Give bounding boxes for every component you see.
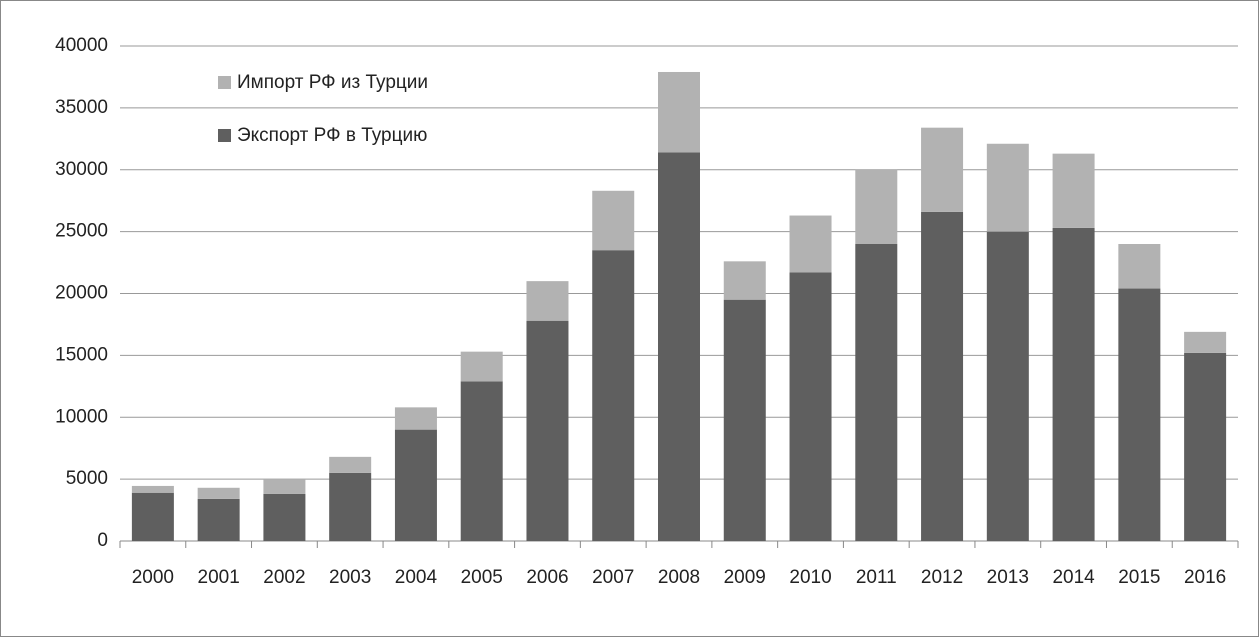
bar-segment bbox=[592, 250, 635, 541]
y-tick-label: 30000 bbox=[55, 159, 108, 180]
bar-segment bbox=[921, 127, 964, 212]
bar-segment bbox=[921, 211, 964, 541]
x-tick-label: 2014 bbox=[1052, 567, 1095, 588]
y-tick-label: 10000 bbox=[55, 406, 108, 427]
bar-segment bbox=[658, 152, 700, 542]
x-tick-label: 2007 bbox=[592, 567, 634, 588]
x-tick-label: 2012 bbox=[921, 567, 963, 588]
x-tick-label: 2013 bbox=[987, 567, 1029, 588]
x-tick-label: 2001 bbox=[198, 567, 240, 588]
bar-segment bbox=[1118, 244, 1161, 289]
bar-segment bbox=[329, 472, 372, 541]
x-tick-label: 2010 bbox=[789, 567, 831, 588]
bar-segment bbox=[1052, 227, 1095, 541]
x-tick-label: 2000 bbox=[132, 567, 174, 588]
x-tick-label: 2016 bbox=[1184, 567, 1226, 588]
x-tick-label: 2005 bbox=[461, 567, 503, 588]
bar-segment bbox=[855, 169, 898, 244]
x-tick-label: 2002 bbox=[263, 567, 305, 588]
bar-segment bbox=[329, 456, 372, 473]
bar-segment bbox=[394, 429, 437, 541]
bar-segment bbox=[1052, 153, 1095, 228]
y-tick-label: 15000 bbox=[55, 344, 108, 365]
bar-segment bbox=[1184, 352, 1227, 541]
x-tick-label: 2006 bbox=[526, 567, 568, 588]
bar-segment bbox=[592, 190, 635, 251]
x-tick-label: 2015 bbox=[1118, 567, 1160, 588]
bar-segment bbox=[723, 299, 766, 541]
legend-swatch bbox=[218, 129, 231, 142]
bar-segment bbox=[1184, 331, 1227, 353]
bar-segment bbox=[986, 143, 1029, 232]
bar-segment bbox=[460, 381, 503, 541]
bar-segment bbox=[855, 244, 898, 541]
bar-segment bbox=[460, 351, 503, 382]
bar-segment bbox=[394, 407, 437, 430]
legend-label: Импорт РФ из Турции bbox=[237, 72, 428, 93]
bar-segment bbox=[658, 71, 700, 153]
bar-segment bbox=[131, 492, 174, 541]
bar-segment bbox=[1118, 288, 1161, 541]
bar-segment bbox=[526, 320, 569, 541]
y-tick-label: 20000 bbox=[55, 283, 108, 304]
x-tick-label: 2004 bbox=[395, 567, 438, 588]
bar-segment bbox=[263, 479, 306, 494]
x-tick-label: 2008 bbox=[658, 567, 700, 588]
legend-label: Экспорт РФ в Турцию bbox=[237, 125, 427, 146]
x-tick-label: 2011 bbox=[856, 567, 897, 588]
y-tick-label: 5000 bbox=[66, 468, 108, 489]
bar-segment bbox=[723, 261, 766, 300]
legend-swatch bbox=[218, 76, 231, 89]
bar-segment bbox=[789, 215, 832, 273]
bar-segment bbox=[197, 498, 240, 541]
y-tick-label: 40000 bbox=[55, 35, 108, 56]
bar-segment bbox=[131, 485, 174, 493]
bar-segment bbox=[263, 493, 306, 541]
x-tick-label: 2003 bbox=[329, 567, 371, 588]
y-tick-label: 0 bbox=[97, 530, 108, 551]
bar-segment bbox=[986, 231, 1029, 541]
y-tick-label: 35000 bbox=[55, 97, 108, 118]
y-tick-label: 25000 bbox=[55, 221, 108, 242]
x-tick-label: 2009 bbox=[724, 567, 766, 588]
bar-segment bbox=[197, 487, 240, 499]
bar-segment bbox=[789, 272, 832, 541]
bar-segment bbox=[526, 281, 569, 321]
